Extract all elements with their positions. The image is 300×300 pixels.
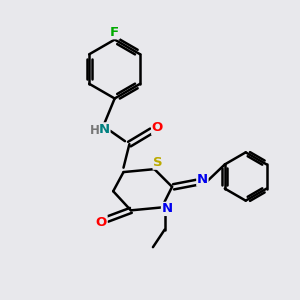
Text: N: N [197,173,208,186]
Text: H: H [90,124,100,137]
Text: N: N [99,123,110,136]
Text: F: F [110,26,119,39]
Text: O: O [96,216,107,229]
Text: S: S [153,156,163,169]
Text: O: O [152,122,163,134]
Text: N: N [161,202,172,215]
